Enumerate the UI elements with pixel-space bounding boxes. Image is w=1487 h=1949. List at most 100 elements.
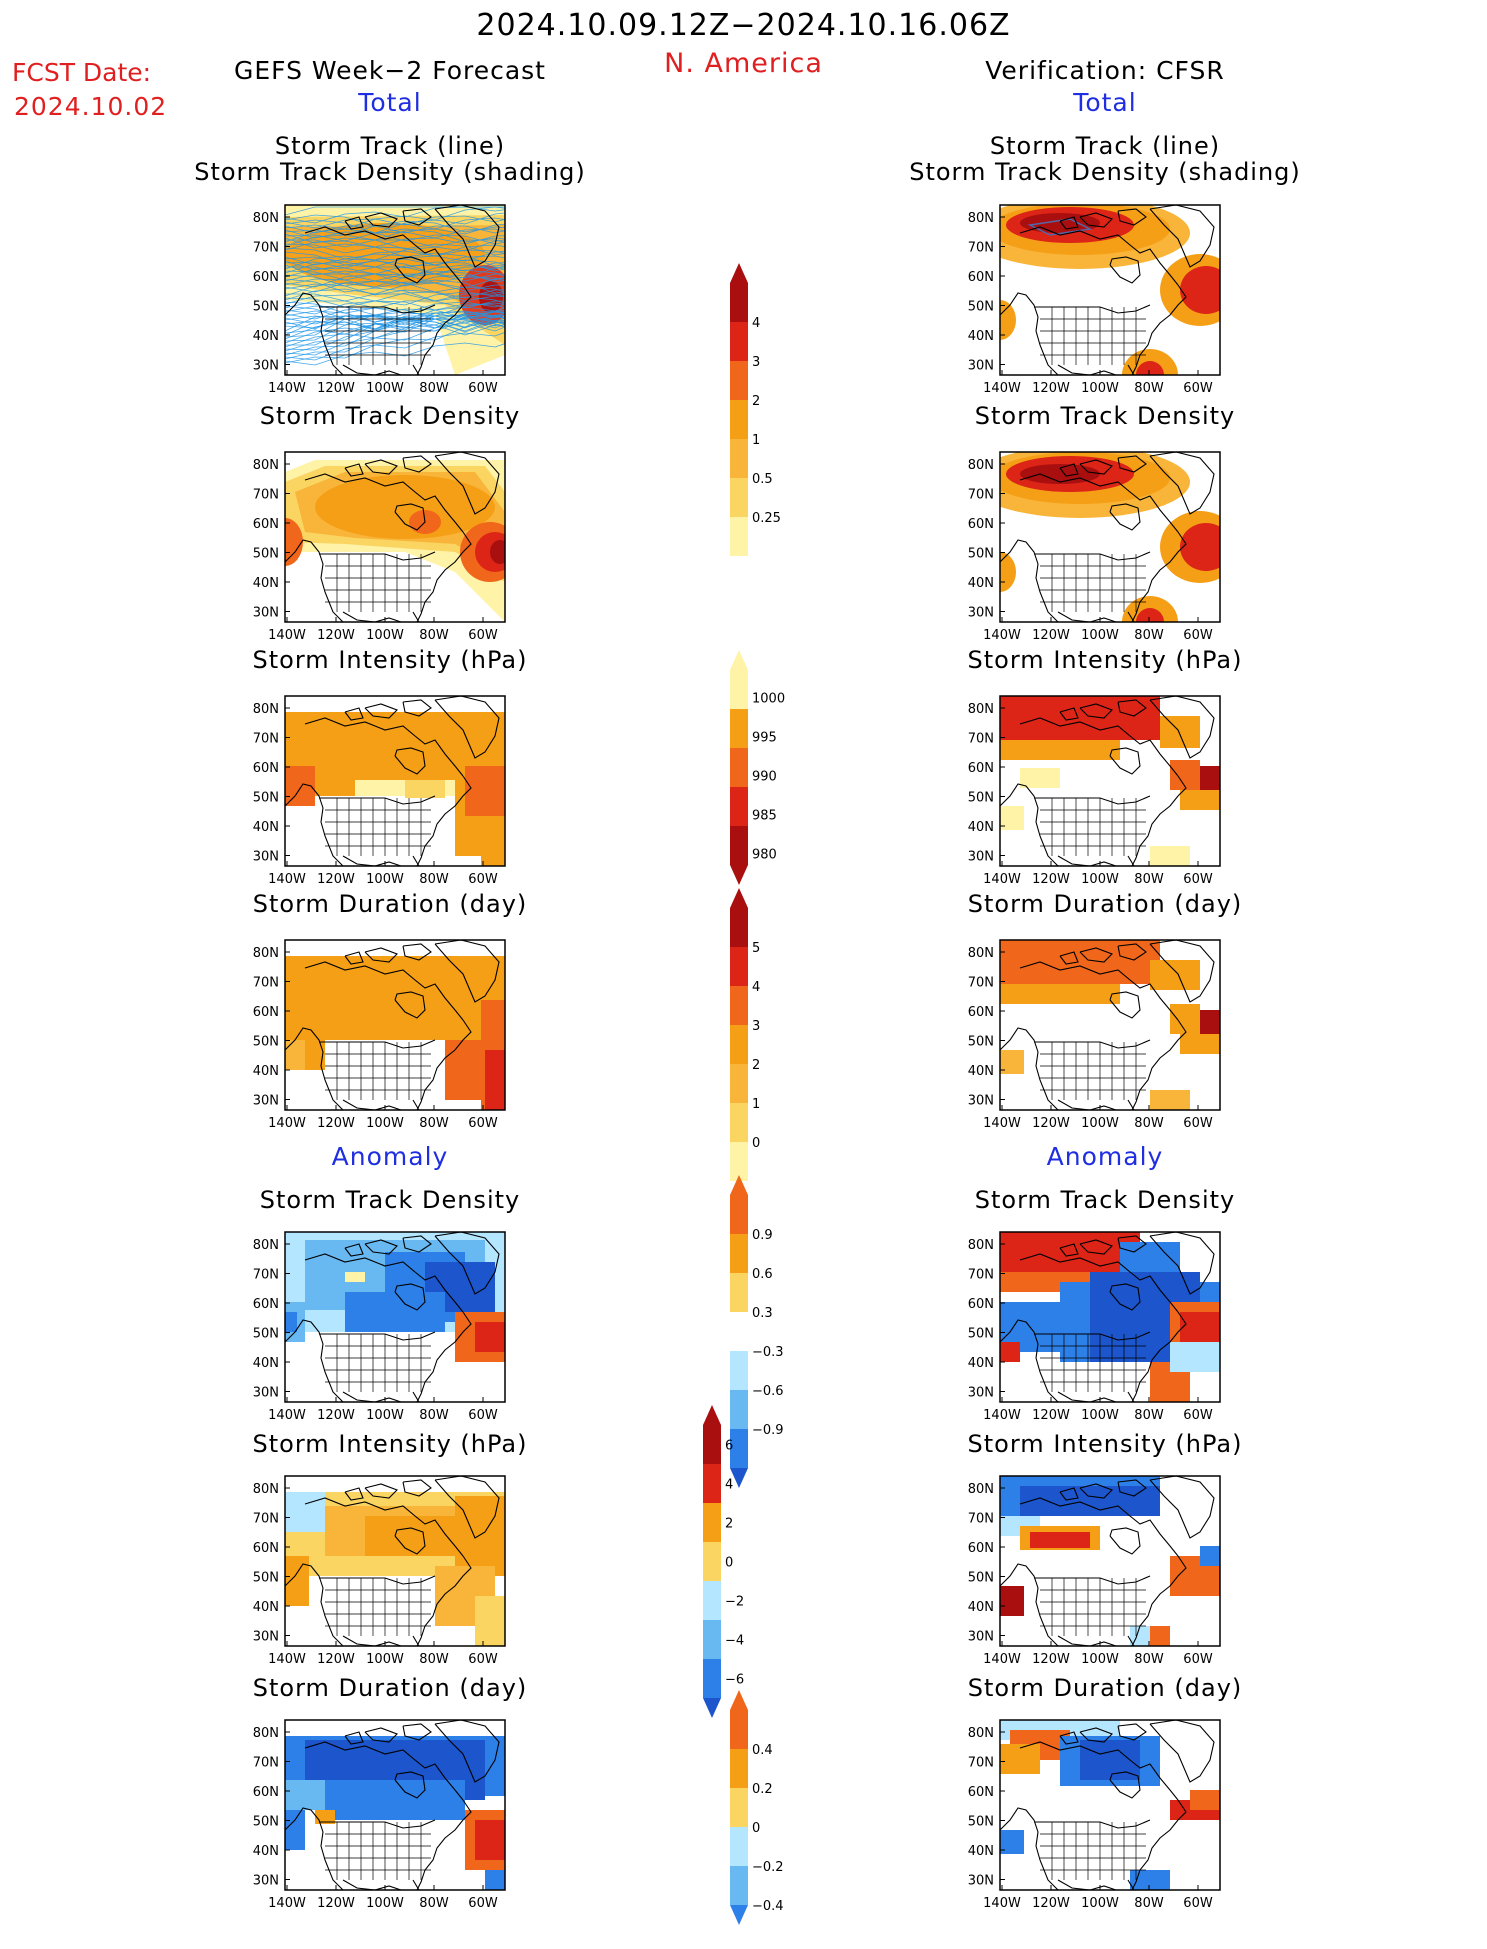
lat-label: 40N [968,1356,994,1371]
colorbar-tick-label: −0.6 [752,1384,784,1399]
lon-label: 100W [366,1652,404,1667]
map-verification-intensity: 80N 70N 60N 50N 40N 30N 140W 120W 100W 80W 60W [952,695,1227,898]
lon-label: 100W [1081,1896,1119,1911]
lon-label: 140W [983,628,1021,643]
lat-label: 40N [253,1356,279,1371]
lat-label: 30N [253,606,279,621]
lon-label: 60W [1183,1652,1213,1667]
left-storm-track-title-1: Storm Track (line) [274,132,506,160]
left-anomaly-label: Anomaly [331,1142,449,1171]
lat-label: 30N [253,1386,279,1401]
lon-label: 100W [366,1408,404,1423]
lat-label: 80N [253,1726,279,1741]
lon-label: 120W [1032,1116,1070,1131]
lon-label: 120W [1032,872,1070,887]
lon-label: 140W [983,1408,1021,1423]
colorbar-tick-label: 980 [752,847,777,862]
lat-label: 40N [968,329,994,344]
lat-label: 70N [253,732,279,747]
map-forecast-storm-track: 80N 70N 60N 50N 40N 30N 140W 120W 100W 80W 60W [237,204,512,407]
colorbar-anomaly-intensity: 6 4 2 0 −2 −4 −6 [693,1405,763,1742]
colorbar-tick-label: 0.3 [752,1306,773,1321]
colorbar-tick-label: 0.25 [752,511,781,526]
lat-label: 70N [253,1512,279,1527]
lat-label: 30N [968,606,994,621]
lon-label: 60W [1183,628,1213,643]
lon-label: 140W [268,1896,306,1911]
fcst-date-value: 2024.10.02 [14,92,168,121]
lat-label: 60N [253,761,279,776]
lat-label: 50N [253,1815,279,1830]
lat-label: 60N [253,1297,279,1312]
lat-label: 80N [253,702,279,717]
lon-label: 140W [268,872,306,887]
colorbar-tick-label: 2 [752,1058,760,1073]
colorbar-tick-label: 0 [752,1136,760,1151]
lon-label: 120W [317,381,355,396]
left-duration-title: Storm Duration (day) [252,890,528,918]
lat-label: 50N [253,1035,279,1050]
right-anom-density-title: Storm Track Density [974,1186,1236,1214]
colorbar-tick-label: 0.2 [752,1782,773,1797]
lon-label: 60W [1183,1408,1213,1423]
colorbar-tick-label: 985 [752,808,777,823]
lat-label: 50N [253,1327,279,1342]
lon-label: 100W [1081,872,1119,887]
lon-label: 140W [983,1116,1021,1131]
colorbar-tick-label: −6 [725,1673,744,1688]
colorbar-tick-label: 3 [752,355,760,370]
colorbar-tick-label: 990 [752,769,777,784]
colorbar-tick-label: 0.9 [752,1228,773,1243]
lat-label: 30N [968,1630,994,1645]
lat-label: 30N [968,1874,994,1889]
region-title: N. America [664,48,823,79]
right-intensity-title: Storm Intensity (hPa) [967,646,1243,674]
map-forecast-intensity: 80N 70N 60N 50N 40N 30N 140W 120W 100W 80W 60W [237,695,512,898]
lat-label: 50N [968,300,994,315]
lat-label: 80N [968,1726,994,1741]
left-intensity-title: Storm Intensity (hPa) [252,646,528,674]
lat-label: 50N [968,1035,994,1050]
lat-label: 70N [968,1268,994,1283]
lat-label: 40N [253,1844,279,1859]
lon-label: 80W [419,1116,449,1131]
lon-label: 80W [419,1652,449,1667]
right-storm-track-title-2: Storm Track Density (shading) [909,158,1301,186]
lon-label: 100W [1081,1116,1119,1131]
fcst-date-label: FCST Date: [12,58,152,87]
right-total-label: Total [1073,88,1137,117]
colorbar-tick-label: 2 [752,394,760,409]
lat-label: 60N [968,1297,994,1312]
lat-label: 70N [968,241,994,256]
lon-label: 80W [1134,1408,1164,1423]
lon-label: 100W [1081,628,1119,643]
lon-label: 120W [317,628,355,643]
colorbar-tick-label: 5 [752,941,760,956]
lat-label: 50N [253,300,279,315]
colorbar-total-duration: 5 4 3 2 1 0 [720,888,790,1225]
lon-label: 60W [468,1408,498,1423]
colorbar-tick-label: −0.3 [752,1345,784,1360]
lat-label: 60N [968,517,994,532]
lat-label: 60N [968,270,994,285]
lat-label: 60N [253,1005,279,1020]
lon-label: 120W [317,1652,355,1667]
map-forecast-anom-intensity: 80N 70N 60N 50N 40N 30N 140W 120W 100W 80W 60W [237,1475,512,1678]
lat-label: 80N [968,1238,994,1253]
lon-label: 140W [268,381,306,396]
lat-label: 50N [968,1571,994,1586]
lon-label: 120W [317,1896,355,1911]
lat-label: 80N [253,1238,279,1253]
colorbar-tick-label: 1000 [752,691,785,706]
lon-label: 140W [983,1896,1021,1911]
lon-label: 80W [419,1896,449,1911]
colorbar-tick-label: 4 [752,980,760,995]
lat-label: 30N [968,850,994,865]
lat-label: 70N [968,1512,994,1527]
lat-label: 50N [253,1571,279,1586]
date-range-title: 2024.10.09.12Z−2024.10.16.06Z [476,8,1011,43]
map-verification-duration: 80N 70N 60N 50N 40N 30N 140W 120W 100W 80W 60W [952,939,1227,1142]
colorbar-tick-label: 0 [752,1821,760,1836]
lat-label: 50N [968,1815,994,1830]
lat-label: 40N [253,576,279,591]
